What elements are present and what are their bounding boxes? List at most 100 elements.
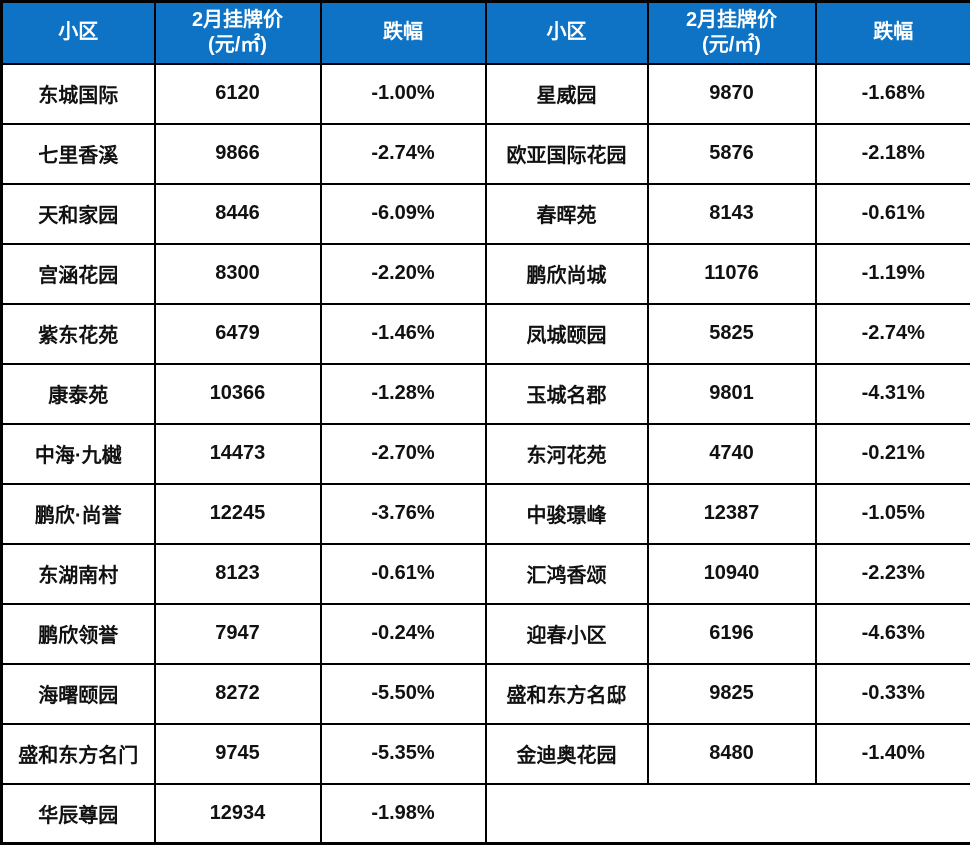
community-cell: 天和家园	[2, 184, 155, 244]
price-cell: 9866	[155, 124, 321, 184]
header-price-left: 2月挂牌价 (元/㎡)	[155, 2, 321, 64]
drop-cell: -3.76%	[321, 484, 486, 544]
community-cell: 鹏欣·尚誉	[2, 484, 155, 544]
drop-cell: -4.63%	[816, 604, 970, 664]
community-cell: 春晖苑	[486, 184, 648, 244]
price-cell: 5876	[648, 124, 816, 184]
header-community-right: 小区	[486, 2, 648, 64]
community-cell: 宫涵花园	[2, 244, 155, 304]
header-price-line2: (元/㎡)	[649, 33, 815, 58]
price-cell: 8446	[155, 184, 321, 244]
header-price-line2: (元/㎡)	[156, 33, 320, 58]
price-cell: 8143	[648, 184, 816, 244]
price-cell: 9745	[155, 724, 321, 784]
header-price-right: 2月挂牌价 (元/㎡)	[648, 2, 816, 64]
header-price-line1: 2月挂牌价	[649, 8, 815, 33]
drop-cell: -1.68%	[816, 64, 970, 124]
community-cell: 盛和东方名邸	[486, 664, 648, 724]
price-cell: 6479	[155, 304, 321, 364]
community-cell: 鹏欣尚城	[486, 244, 648, 304]
drop-cell: -1.40%	[816, 724, 970, 784]
price-cell: 6196	[648, 604, 816, 664]
community-cell: 金迪奥花园	[486, 724, 648, 784]
empty-cell	[486, 784, 970, 844]
community-cell: 凤城颐园	[486, 304, 648, 364]
drop-cell: -6.09%	[321, 184, 486, 244]
community-cell: 玉城名郡	[486, 364, 648, 424]
price-cell: 12934	[155, 784, 321, 844]
price-cell: 6120	[155, 64, 321, 124]
community-cell: 华辰尊园	[2, 784, 155, 844]
drop-cell: -0.24%	[321, 604, 486, 664]
price-cell: 12387	[648, 484, 816, 544]
community-cell: 星威园	[486, 64, 648, 124]
drop-cell: -1.05%	[816, 484, 970, 544]
drop-cell: -1.19%	[816, 244, 970, 304]
drop-cell: -2.20%	[321, 244, 486, 304]
drop-cell: -0.61%	[321, 544, 486, 604]
community-cell: 七里香溪	[2, 124, 155, 184]
drop-cell: -0.33%	[816, 664, 970, 724]
drop-cell: -2.18%	[816, 124, 970, 184]
community-cell: 东湖南村	[2, 544, 155, 604]
price-cell: 10940	[648, 544, 816, 604]
drop-cell: -1.28%	[321, 364, 486, 424]
header-community-left: 小区	[2, 2, 155, 64]
drop-cell: -1.98%	[321, 784, 486, 844]
community-cell: 康泰苑	[2, 364, 155, 424]
drop-cell: -5.50%	[321, 664, 486, 724]
drop-cell: -5.35%	[321, 724, 486, 784]
price-cell: 7947	[155, 604, 321, 664]
price-cell: 8300	[155, 244, 321, 304]
price-cell: 14473	[155, 424, 321, 484]
drop-cell: -1.46%	[321, 304, 486, 364]
price-cell: 12245	[155, 484, 321, 544]
community-cell: 汇鸿香颂	[486, 544, 648, 604]
drop-cell: -2.74%	[321, 124, 486, 184]
drop-cell: -4.31%	[816, 364, 970, 424]
header-price-line1: 2月挂牌价	[156, 8, 320, 33]
price-cell: 5825	[648, 304, 816, 364]
community-cell: 迎春小区	[486, 604, 648, 664]
header-drop-right: 跌幅	[816, 2, 970, 64]
community-cell: 鹏欣领誉	[2, 604, 155, 664]
price-cell: 8272	[155, 664, 321, 724]
drop-cell: -1.00%	[321, 64, 486, 124]
community-cell: 中骏璟峰	[486, 484, 648, 544]
drop-cell: -2.70%	[321, 424, 486, 484]
community-cell: 欧亚国际花园	[486, 124, 648, 184]
header-drop-left: 跌幅	[321, 2, 486, 64]
price-cell: 9825	[648, 664, 816, 724]
community-cell: 中海·九樾	[2, 424, 155, 484]
drop-cell: -2.23%	[816, 544, 970, 604]
community-cell: 紫东花苑	[2, 304, 155, 364]
price-cell: 9801	[648, 364, 816, 424]
header-row: 小区 2月挂牌价 (元/㎡) 跌幅 小区 2月挂牌价 (元/㎡) 跌幅	[2, 2, 970, 64]
price-cell: 10366	[155, 364, 321, 424]
community-cell: 东城国际	[2, 64, 155, 124]
community-cell: 海曙颐园	[2, 664, 155, 724]
price-cell: 4740	[648, 424, 816, 484]
community-cell: 东河花苑	[486, 424, 648, 484]
drop-cell: -0.21%	[816, 424, 970, 484]
price-cell: 11076	[648, 244, 816, 304]
price-cell: 8123	[155, 544, 321, 604]
price-cell: 8480	[648, 724, 816, 784]
community-cell: 盛和东方名门	[2, 724, 155, 784]
drop-cell: -2.74%	[816, 304, 970, 364]
